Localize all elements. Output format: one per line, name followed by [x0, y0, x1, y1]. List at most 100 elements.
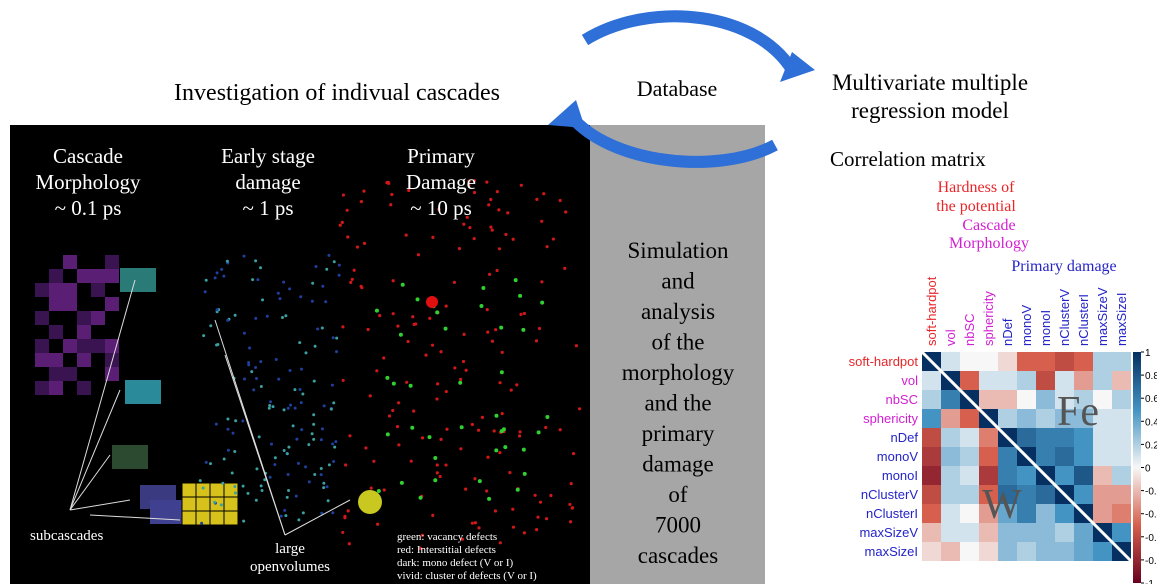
group-label: Primary damage — [1011, 258, 1116, 275]
voxel — [35, 339, 49, 353]
matrix-cell — [1093, 409, 1112, 428]
defect — [375, 369, 379, 373]
matrix-cell — [960, 409, 979, 428]
matrix-cell — [960, 428, 979, 447]
defect — [297, 518, 301, 522]
defect — [320, 326, 324, 330]
matrix-cell — [1055, 428, 1074, 447]
matrix-cell — [1036, 485, 1055, 504]
diagonal — [920, 350, 1133, 563]
defect — [452, 280, 456, 284]
middle-text: primary — [642, 421, 715, 446]
defect — [271, 405, 275, 409]
voxel — [49, 381, 63, 395]
defect — [226, 318, 230, 322]
matrix-cell — [1112, 466, 1131, 485]
defect — [282, 448, 286, 452]
defect — [204, 278, 208, 282]
defect — [324, 300, 328, 304]
defect — [358, 490, 382, 514]
matrix-cell — [998, 504, 1017, 523]
defect — [322, 486, 326, 490]
column-label: maxSizeI — [1114, 293, 1129, 346]
matrix-cell — [1112, 352, 1131, 371]
matrix-cell — [1074, 447, 1093, 466]
defect — [312, 437, 316, 441]
defect — [274, 357, 278, 361]
defect — [241, 484, 245, 488]
matrix-cell — [1112, 409, 1131, 428]
defect — [246, 491, 250, 495]
defect — [522, 531, 527, 535]
defect — [563, 266, 567, 270]
column-label: nClusterV — [1057, 289, 1072, 346]
defect — [435, 310, 440, 315]
voxel — [63, 339, 77, 353]
defect — [416, 253, 421, 257]
panel-title: Primary — [407, 144, 475, 168]
defect — [338, 223, 342, 227]
voxel — [140, 485, 152, 497]
voxel — [149, 380, 161, 392]
defect — [430, 343, 435, 347]
colorbar-label: -0.4 — [1145, 510, 1157, 521]
defect — [287, 445, 291, 449]
defect — [435, 471, 439, 475]
matrix-cell — [960, 352, 979, 371]
defect — [470, 422, 474, 427]
matrix-cell — [1017, 352, 1036, 371]
matrix-cell — [1036, 428, 1055, 447]
voxel — [105, 367, 119, 381]
defect — [254, 365, 258, 369]
matrix-cell — [922, 371, 941, 390]
column-label: maxSizeV — [1095, 287, 1110, 346]
defect — [312, 422, 316, 426]
matrix-cell — [1093, 485, 1112, 504]
defect — [479, 304, 484, 309]
defect — [222, 457, 226, 461]
defect — [391, 381, 396, 386]
defect — [332, 260, 336, 264]
defect — [511, 525, 516, 529]
matrix-cell — [941, 428, 960, 447]
defect — [225, 259, 229, 263]
defect — [215, 343, 219, 347]
defect — [397, 443, 401, 447]
row-label: maxSizeI — [865, 544, 918, 559]
voxel — [223, 482, 239, 498]
matrix-cell — [960, 447, 979, 466]
matrix-cell — [1017, 466, 1036, 485]
pointer-lines — [69, 279, 351, 536]
defect — [391, 408, 395, 413]
matrix-cell — [922, 466, 941, 485]
defect — [458, 380, 463, 385]
middle-text: morphology — [622, 360, 735, 385]
defect — [499, 325, 504, 330]
defect — [374, 308, 379, 313]
row-label: nbSC — [885, 392, 918, 407]
group-label: Hardness of — [938, 179, 1016, 196]
defect — [320, 427, 324, 431]
defect — [497, 208, 501, 212]
defect — [390, 192, 394, 197]
voxel — [105, 269, 119, 283]
defect — [408, 383, 413, 388]
panel-title: ~ 0.1 ps — [55, 196, 122, 220]
defect — [536, 430, 541, 435]
middle-text: and — [661, 269, 695, 294]
voxel — [35, 353, 49, 367]
defect — [503, 445, 508, 450]
column-label: nClusterI — [1076, 294, 1091, 346]
defect — [433, 456, 438, 461]
arrow-left — [565, 111, 778, 168]
defect — [431, 235, 435, 240]
column-label: nDef — [1000, 318, 1015, 346]
defect — [242, 331, 246, 335]
defect — [362, 241, 367, 245]
defect — [504, 232, 508, 237]
defect — [255, 467, 259, 471]
matrix-cell — [1036, 390, 1055, 409]
colorbar-label: -1 — [1145, 579, 1154, 584]
voxel — [49, 269, 63, 283]
matrix-cell — [1112, 447, 1131, 466]
